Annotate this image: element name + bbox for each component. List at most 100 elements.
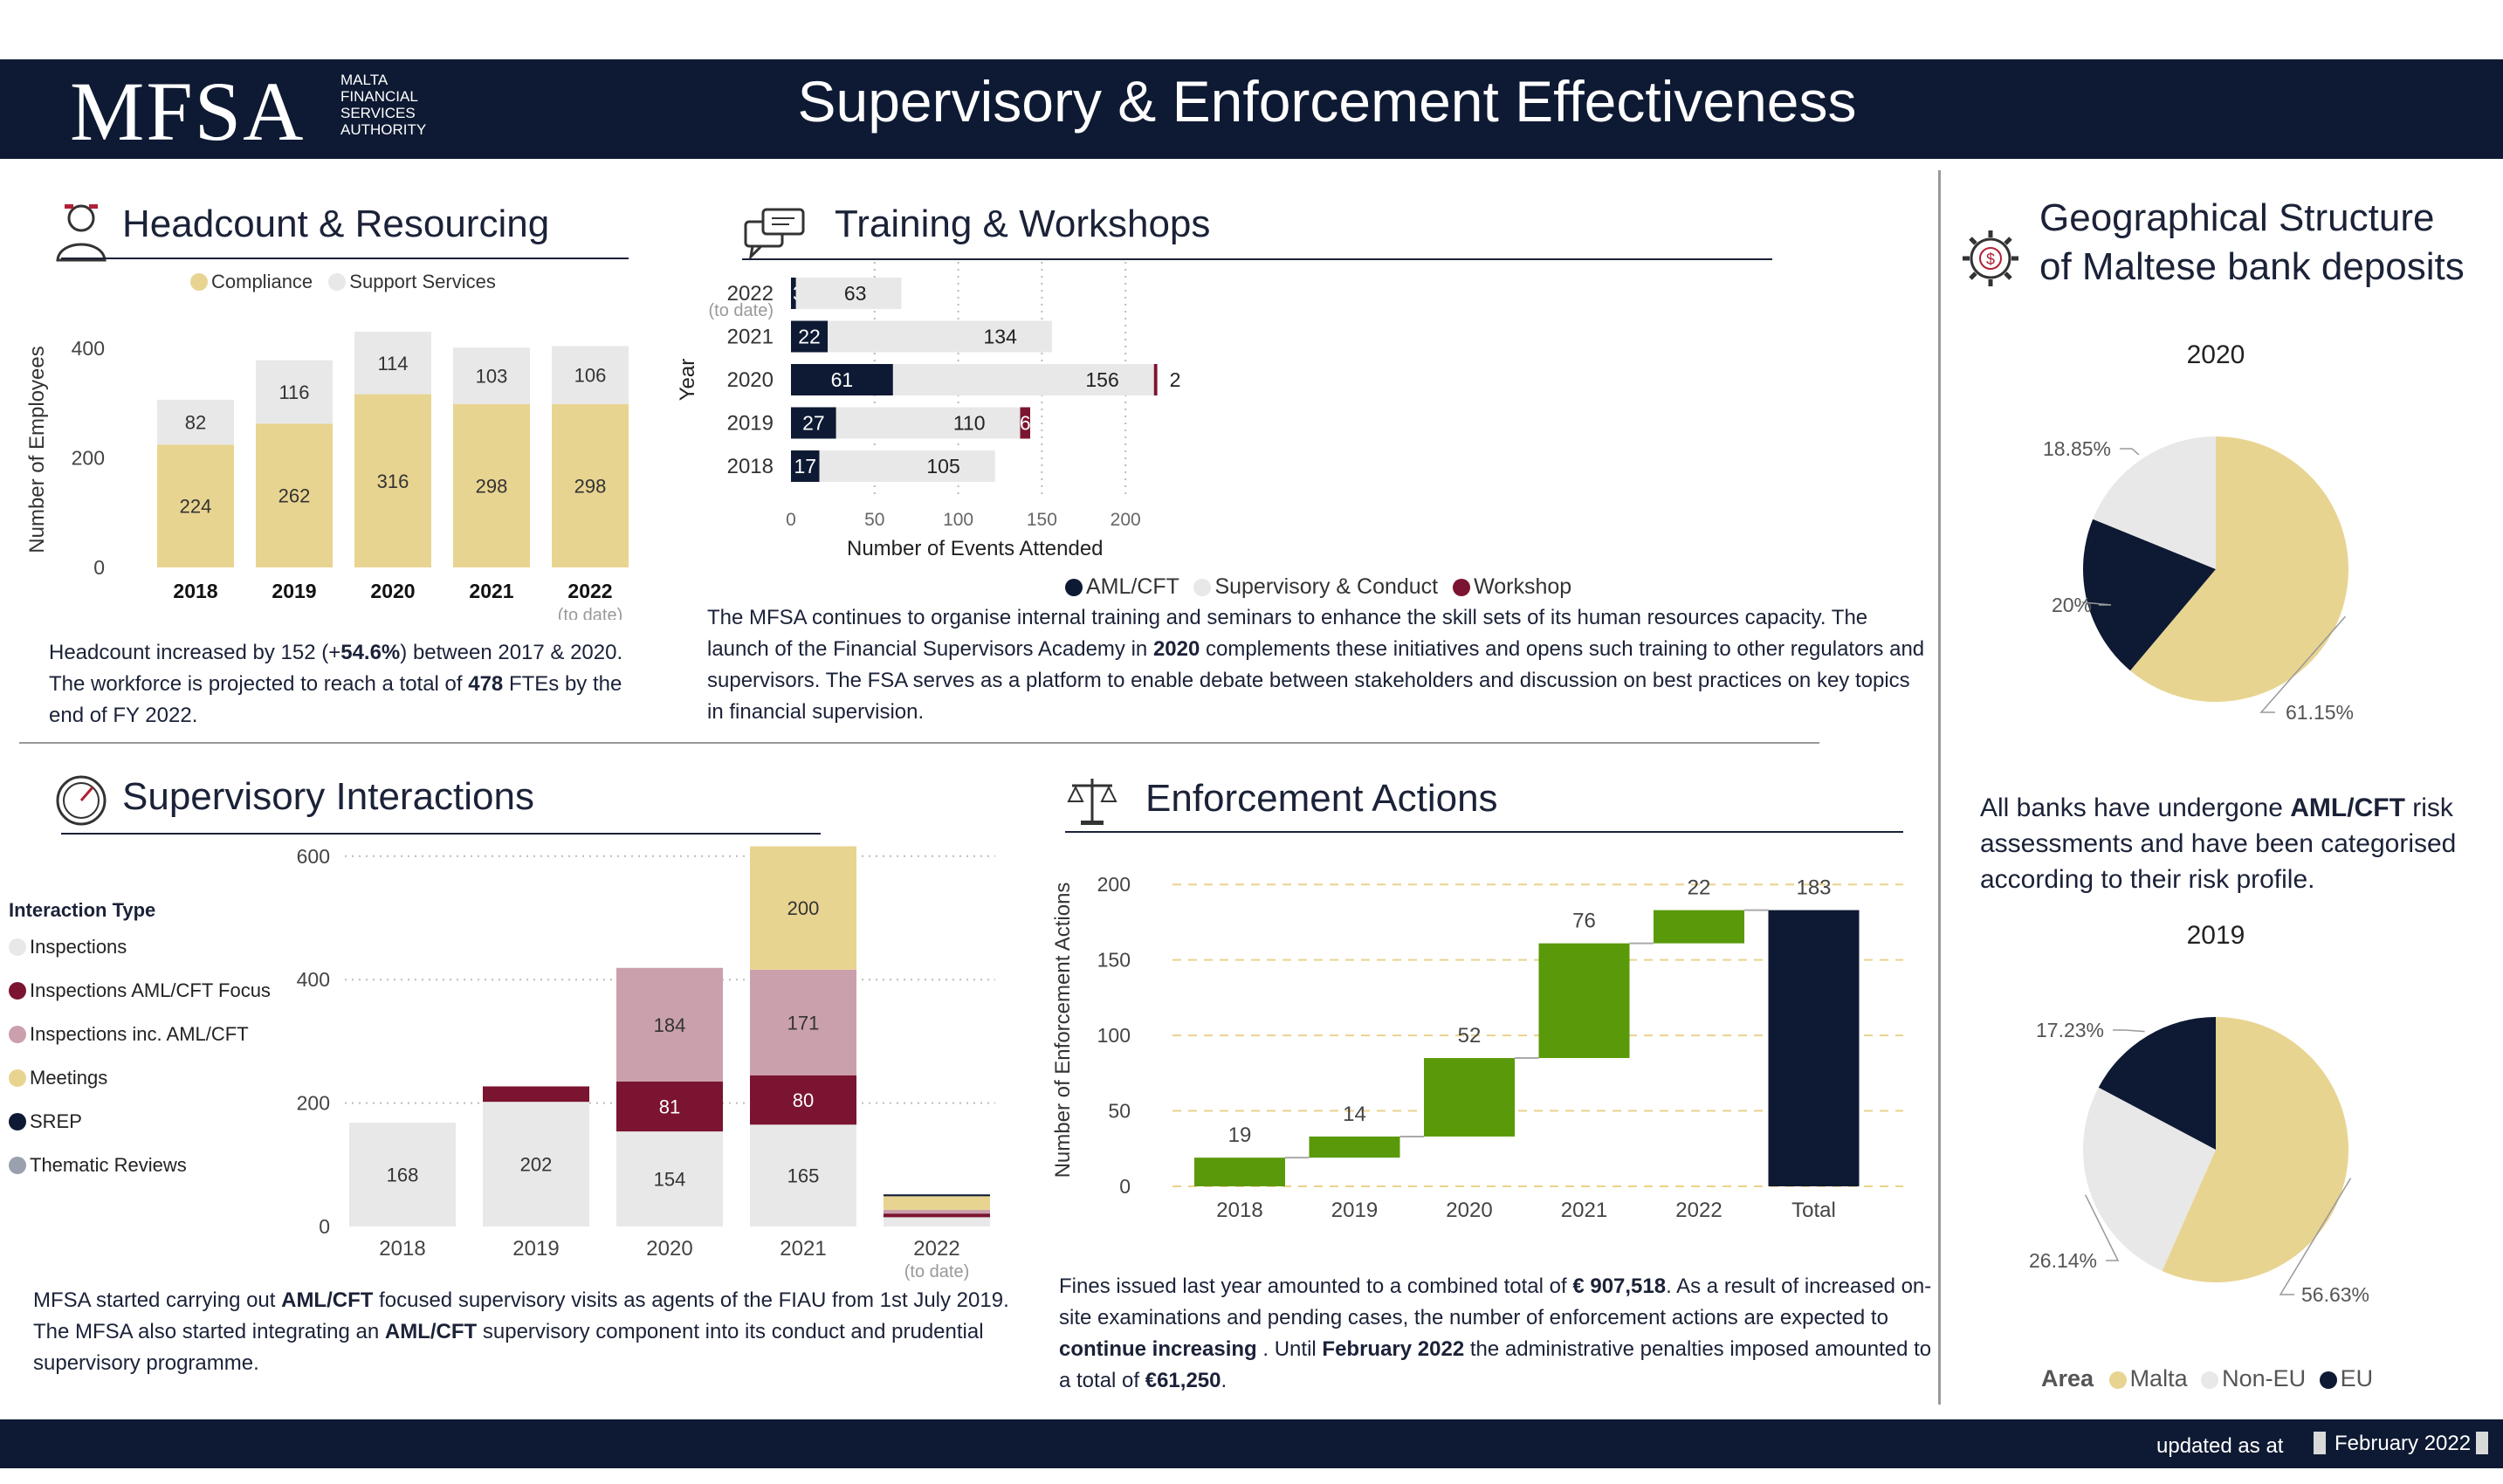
x-tick-label: 2019 [512, 1237, 559, 1261]
bar-inspections-inc-aml-cft [750, 969, 856, 1075]
bar-workshop [1153, 364, 1158, 395]
bar-support-services [354, 332, 431, 395]
legend-label: Inspections [30, 936, 127, 958]
data-label: 262 [278, 485, 311, 507]
bar-workshop [1020, 407, 1030, 439]
bar-supervisory-conduct [819, 450, 995, 482]
data-label: 298 [476, 475, 508, 497]
data-label: 6 [1020, 412, 1031, 435]
supervisory-title-rule [61, 833, 821, 835]
footer-marker [2476, 1432, 2488, 1454]
data-label: 27 [802, 412, 825, 435]
footer-marker [2314, 1432, 2326, 1454]
data-label: 61 [831, 368, 854, 391]
y-tick-label: 200 [72, 446, 105, 469]
y-tick-label: 0 [93, 556, 105, 579]
bar-inspections-aml-cft-focus [884, 1213, 990, 1218]
pie-value-label: 17.23% [2036, 1019, 2104, 1041]
bar-inspections-aml-cft-focus [750, 1075, 856, 1125]
pie-slice-malta [2162, 1017, 2348, 1282]
x-tick-label: 2021 [469, 580, 513, 602]
bar-supervisory-conduct [835, 407, 1021, 439]
legend-label: Supervisory & Conduct [1214, 574, 1439, 599]
bar-inspections-inc-aml-cft [884, 1209, 990, 1214]
legend-dot-noneu [2201, 1371, 2219, 1389]
legend-label: Compliance [211, 271, 313, 292]
legend-dot [9, 1069, 26, 1087]
legend-item: Thematic Reviews [9, 1154, 187, 1177]
pie-leader-line [2081, 601, 2112, 606]
x-tick-label: 2019 [1331, 1199, 1378, 1222]
y-tick-label: 100 [1097, 1024, 1131, 1047]
bar-aml-cft [791, 450, 820, 482]
logo-sub-line: FINANCIAL [340, 88, 418, 105]
legend-label: Support Services [349, 271, 496, 292]
enforcement-title-rule [1065, 831, 1903, 833]
training-legend: AML/CFT Supervisory & Conduct Workshop [1065, 574, 1571, 600]
logo-subtitle: MALTA FINANCIAL SERVICES AUTHORITY [340, 72, 463, 138]
bar-inspections-inc-aml-cft [616, 967, 723, 1082]
bar-inspections [750, 1124, 856, 1226]
increase-bar [1194, 1158, 1285, 1186]
legend-dot-amlcft [1065, 579, 1083, 596]
geo-legend-title: Area [2041, 1365, 2094, 1391]
data-label: 63 [844, 282, 867, 305]
data-label: 14 [1343, 1103, 1366, 1126]
x-tick-label: 2022 [1675, 1199, 1722, 1222]
data-label: 184 [654, 1014, 686, 1036]
y-tick-label: 200 [297, 1092, 330, 1115]
pie-value-label: 18.85% [2043, 437, 2111, 460]
geo-title: Geographical Structure of Maltese bank d… [2039, 194, 2465, 292]
header-bar [0, 59, 2503, 159]
legend-label: Inspections AML/CFT Focus [30, 979, 271, 1001]
bar-support-services [157, 399, 234, 445]
x-tick-label: 2020 [1446, 1199, 1492, 1222]
pie-chart-2020: 2020 61.15% 20% 18.85% [2043, 340, 2354, 724]
legend-label: Meetings [30, 1067, 108, 1089]
legend-dot-support [328, 273, 347, 291]
bar-inspections [483, 1102, 589, 1226]
x-tick-label: 2021 [1561, 1199, 1607, 1222]
supervisory-chart: 0 200 400 600 168 2018 202 2019 154 81 184 2020 165 8… [297, 845, 995, 1281]
data-label: 156 [1085, 368, 1118, 391]
footer-updated-label: updated as at [2156, 1434, 2284, 1458]
x-tick-label: 100 [943, 510, 973, 530]
bar-aml-cft [791, 278, 796, 309]
person-icon [56, 204, 107, 262]
legend-label: Thematic Reviews [30, 1154, 187, 1176]
supervisory-paragraph: MFSA started carrying out AML/CFT focuse… [33, 1288, 1009, 1375]
pie-slice-eu [2098, 1017, 2216, 1150]
pie-value-label: 20% [2052, 594, 2092, 616]
increase-bar [1424, 1058, 1515, 1137]
pie-leader-line [2113, 1029, 2145, 1033]
bar-meetings [884, 1196, 990, 1210]
bar-compliance [453, 403, 530, 567]
legend-label: SREP [30, 1110, 82, 1132]
legend-dot [9, 1026, 26, 1043]
legend-item: SREP [9, 1110, 82, 1133]
pie-chart-2019: 2019 56.63% 26.14% 17.23% [2029, 921, 2369, 1306]
data-label: 183 [1796, 876, 1831, 900]
bar-supervisory-conduct [828, 320, 1052, 353]
geo-title-line: Geographical Structure [2039, 196, 2435, 239]
training-paragraph: The MFSA continues to organise internal … [707, 606, 1925, 724]
data-label: 168 [387, 1165, 419, 1186]
mfsa-logo: MFSA [70, 65, 306, 158]
enforcement-paragraph: Fines issued last year amounted to a com… [1059, 1274, 1932, 1392]
bar-inspections-aml-cft-focus [616, 1081, 723, 1132]
data-label: 76 [1572, 910, 1596, 933]
x-tick-label: 2018 [379, 1237, 425, 1261]
y-axis-label: Year [676, 359, 699, 402]
headcount-chart: 0 200 400 Number of Employees 224 82 2018 262 11… [25, 332, 629, 620]
headcount-title-rule [61, 258, 629, 259]
increase-bar [1309, 1136, 1400, 1158]
data-label: 114 [377, 353, 408, 374]
bar-compliance [552, 403, 629, 567]
training-title: Training & Workshops [835, 203, 1211, 245]
svg-text:$: $ [1986, 251, 1995, 268]
y-axis-label: Number of Employees [25, 346, 49, 553]
pie-value-label: 61.15% [2286, 701, 2354, 724]
data-label: 17 [794, 455, 816, 477]
pie-leader-line [2120, 448, 2140, 456]
y-tick-label: 2020 [727, 368, 774, 392]
